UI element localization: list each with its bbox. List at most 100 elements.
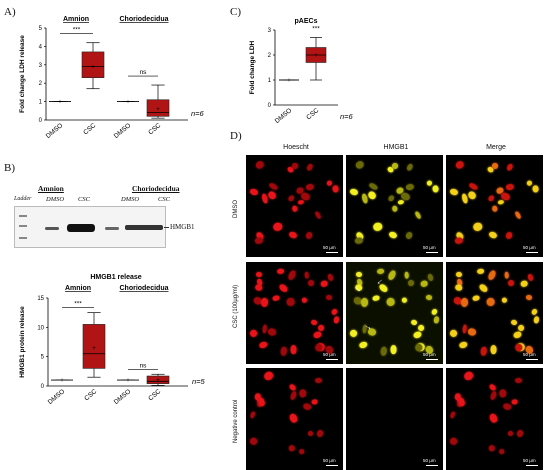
nucleus: [348, 328, 359, 338]
nucleus: [254, 159, 266, 170]
micrograph-panel: 50 µm: [446, 262, 543, 364]
nucleus: [401, 297, 408, 304]
nucleus: [306, 279, 316, 288]
nucleus: [420, 280, 429, 288]
nucleus: [387, 269, 398, 282]
chart-c-ldh-paecs: 0 1 2 3 Fold change LDH pAECs + DMSO + CSC *** n=6: [249, 18, 354, 125]
nucleus: [279, 346, 288, 357]
nucleus: [376, 268, 385, 275]
nucleus: [327, 273, 335, 282]
mean-marker: +: [126, 378, 130, 384]
nucleus: [471, 222, 483, 233]
scale-bar: [326, 359, 338, 360]
nucleus: [410, 319, 419, 326]
mean-marker: +: [126, 100, 130, 106]
nucleus: [510, 319, 519, 326]
nucleus: [478, 283, 489, 294]
arrow-icon: →: [352, 281, 366, 295]
chart-a-ldh-tissue: 0 1 2 3 4 5 Fold change LDH release Amnion Chori…: [19, 16, 205, 140]
blot-band: [45, 227, 59, 230]
box: [146, 99, 170, 117]
nucleus: [448, 328, 459, 338]
nucleus: [425, 294, 433, 301]
nucleus: [315, 429, 324, 438]
nucleus: [476, 268, 485, 275]
micrograph-panel: 50 µm: [446, 155, 543, 257]
nucleus: [304, 271, 310, 280]
nucleus: [448, 188, 459, 196]
nucleus: [332, 316, 340, 324]
x-tick-label: DMSO: [113, 388, 132, 406]
nucleus: [405, 163, 414, 173]
nucleus: [405, 182, 415, 191]
nucleus: [520, 280, 529, 288]
nucleus: [487, 194, 496, 203]
nucleus: [305, 182, 315, 191]
nucleus: [513, 330, 523, 339]
nucleus: [507, 430, 515, 438]
nucleus: [291, 205, 298, 212]
nucleus: [287, 269, 298, 282]
blot-lane-label: CSC: [78, 196, 90, 203]
nucleus: [297, 199, 304, 205]
nucleus: [505, 230, 515, 241]
nucleus: [490, 345, 497, 355]
nucleus: [525, 294, 533, 301]
nucleus: [488, 413, 499, 425]
nucleus: [501, 297, 508, 304]
scale-bar: [526, 359, 538, 360]
nucleus: [431, 308, 439, 316]
blot-membrane: [14, 206, 166, 248]
y-tick-label: 0: [39, 118, 43, 124]
panel-label-c: C): [230, 6, 241, 18]
nucleus: [271, 222, 283, 233]
chart-title: pAECs: [295, 18, 318, 25]
nucleus: [262, 370, 275, 382]
nucleus: [248, 328, 259, 338]
micrograph-panel: 50 µm: [246, 368, 343, 470]
nucleus: [305, 163, 314, 173]
nucleus: [404, 271, 410, 280]
nucleus: [288, 413, 299, 425]
nucleus: [406, 279, 416, 288]
group-label: Choriodecidua: [119, 16, 168, 23]
micrograph-panel: 50 µm: [346, 155, 443, 257]
nucleus: [390, 345, 397, 355]
scale-bar: [326, 252, 338, 253]
nucleus: [455, 271, 463, 278]
nucleus: [427, 273, 435, 282]
nucleus: [386, 297, 396, 306]
nucleus: [278, 283, 289, 294]
micrograph-panel: 50 µm: [246, 155, 343, 257]
nucleus: [486, 297, 496, 306]
sample-size-label: n=6: [340, 112, 354, 121]
significance-label: ***: [312, 26, 320, 33]
x-tick-label: CSC: [82, 122, 97, 136]
nucleus: [288, 444, 296, 452]
sample-size-label: n=5: [192, 377, 206, 386]
nucleus: [372, 294, 381, 301]
nucleus: [272, 294, 281, 301]
blot-lane-label: DMSO: [46, 196, 65, 203]
blot-band: [125, 225, 163, 230]
y-tick-label: 3: [268, 28, 272, 34]
nucleus: [255, 271, 263, 278]
nucleus: [462, 370, 475, 382]
scale-bar: [526, 465, 538, 466]
nucleus: [314, 377, 322, 383]
nucleus: [354, 159, 366, 170]
mean-marker: +: [287, 78, 291, 84]
y-tick-label: 1: [39, 100, 43, 106]
scale-bar: [426, 465, 438, 466]
micrograph-grid: Hoescht HMGB1 Merge DMSO CSC (100µg/ml) …: [233, 138, 546, 470]
nucleus: [297, 448, 305, 455]
scale-bar-label: 50 µm: [523, 458, 536, 463]
nucleus: [405, 230, 415, 241]
nucleus: [499, 389, 506, 398]
nucleus: [266, 190, 278, 201]
nucleus: [354, 237, 364, 244]
mean-marker: +: [58, 100, 62, 106]
x-tick-label: DMSO: [113, 122, 132, 140]
y-axis-label: Fold change LDH: [249, 40, 256, 94]
nucleus: [487, 230, 498, 240]
